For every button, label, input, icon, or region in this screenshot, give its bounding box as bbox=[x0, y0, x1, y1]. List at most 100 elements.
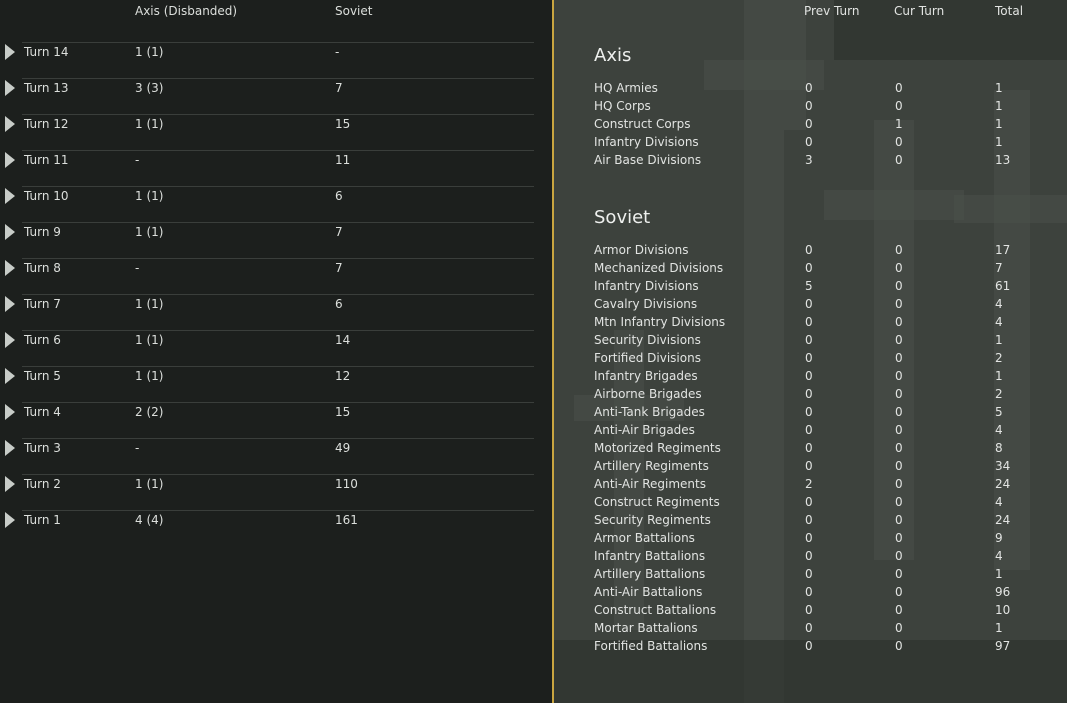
expand-arrow-icon[interactable] bbox=[5, 260, 15, 276]
unit-label: Mtn Infantry Divisions bbox=[594, 315, 726, 329]
turn-row[interactable]: Turn 2 1 (1) 110 bbox=[0, 474, 534, 510]
turn-row[interactable]: Turn 13 3 (3) 7 bbox=[0, 78, 534, 114]
turn-label: Turn 10 bbox=[24, 189, 69, 203]
unit-label: Motorized Regiments bbox=[594, 441, 721, 455]
cur-turn-value: 0 bbox=[895, 531, 903, 545]
soviet-value: 49 bbox=[335, 441, 351, 455]
expand-arrow-icon[interactable] bbox=[5, 512, 15, 528]
axis-disbanded-value: - bbox=[135, 441, 140, 455]
total-value: 97 bbox=[995, 639, 1011, 653]
total-value: 4 bbox=[995, 315, 1003, 329]
prev-turn-value: 0 bbox=[805, 261, 813, 275]
prev-turn-value: 0 bbox=[805, 297, 813, 311]
total-value: 34 bbox=[995, 459, 1011, 473]
axis-unit-row: Infantry Divisions 0 0 1 bbox=[554, 135, 1067, 153]
soviet-unit-row: Armor Battalions 0 0 9 bbox=[554, 531, 1067, 549]
total-value: 1 bbox=[995, 369, 1003, 383]
turn-row[interactable]: Turn 10 1 (1) 6 bbox=[0, 186, 534, 222]
turn-row[interactable]: Turn 5 1 (1) 12 bbox=[0, 366, 534, 402]
axis-disbanded-value: 1 (1) bbox=[135, 333, 164, 347]
turn-row[interactable]: Turn 3 - 49 bbox=[0, 438, 534, 474]
prev-turn-value: 0 bbox=[805, 135, 813, 149]
total-value: 9 bbox=[995, 531, 1003, 545]
cur-turn-value: 0 bbox=[895, 621, 903, 635]
turn-list-panel: Axis (Disbanded) Soviet Turn 14 1 (1) - Tur… bbox=[0, 4, 534, 546]
unit-label: Security Regiments bbox=[594, 513, 711, 527]
row-separator bbox=[22, 474, 534, 475]
turn-row[interactable]: Turn 9 1 (1) 7 bbox=[0, 222, 534, 258]
total-value: 17 bbox=[995, 243, 1011, 257]
cur-turn-value: 0 bbox=[895, 405, 903, 419]
expand-arrow-icon[interactable] bbox=[5, 152, 15, 168]
turn-label: Turn 9 bbox=[24, 225, 61, 239]
cur-turn-value: 0 bbox=[895, 387, 903, 401]
unit-label: Anti-Air Regiments bbox=[594, 477, 706, 491]
total-value: 24 bbox=[995, 477, 1011, 491]
expand-arrow-icon[interactable] bbox=[5, 476, 15, 492]
soviet-unit-row: Security Regiments 0 0 24 bbox=[554, 513, 1067, 531]
axis-disbanded-value: - bbox=[135, 261, 140, 275]
prev-turn-value: 0 bbox=[805, 243, 813, 257]
expand-arrow-icon[interactable] bbox=[5, 224, 15, 240]
expand-arrow-icon[interactable] bbox=[5, 332, 15, 348]
turn-row[interactable]: Turn 8 - 7 bbox=[0, 258, 534, 294]
turn-label: Turn 1 bbox=[24, 513, 61, 527]
prev-turn-value: 0 bbox=[805, 369, 813, 383]
total-value: 5 bbox=[995, 405, 1003, 419]
prev-turn-value: 0 bbox=[805, 315, 813, 329]
soviet-value: 7 bbox=[335, 261, 343, 275]
cur-turn-value: 0 bbox=[895, 549, 903, 563]
expand-arrow-icon[interactable] bbox=[5, 440, 15, 456]
turn-row[interactable]: Turn 7 1 (1) 6 bbox=[0, 294, 534, 330]
soviet-unit-row: Construct Battalions 0 0 10 bbox=[554, 603, 1067, 621]
unit-label: Infantry Brigades bbox=[594, 369, 698, 383]
soviet-value: 7 bbox=[335, 225, 343, 239]
expand-arrow-icon[interactable] bbox=[5, 404, 15, 420]
unit-label: Fortified Battalions bbox=[594, 639, 708, 653]
axis-disbanded-value: 2 (2) bbox=[135, 405, 164, 419]
expand-arrow-icon[interactable] bbox=[5, 188, 15, 204]
total-value: 1 bbox=[995, 567, 1003, 581]
total-value: 1 bbox=[995, 135, 1003, 149]
total-value: 13 bbox=[995, 153, 1011, 167]
turn-row[interactable]: Turn 14 1 (1) - bbox=[0, 42, 534, 78]
row-separator bbox=[22, 222, 534, 223]
axis-disbanded-value: - bbox=[135, 153, 140, 167]
cur-turn-value: 0 bbox=[895, 333, 903, 347]
row-separator bbox=[22, 510, 534, 511]
total-value: 8 bbox=[995, 441, 1003, 455]
turn-row[interactable]: Turn 6 1 (1) 14 bbox=[0, 330, 534, 366]
unit-label: Infantry Divisions bbox=[594, 135, 699, 149]
soviet-value: 7 bbox=[335, 81, 343, 95]
soviet-unit-row: Armor Divisions 0 0 17 bbox=[554, 243, 1067, 261]
expand-arrow-icon[interactable] bbox=[5, 80, 15, 96]
row-separator bbox=[22, 114, 534, 115]
prev-turn-value: 0 bbox=[805, 387, 813, 401]
prev-turn-value: 2 bbox=[805, 477, 813, 491]
turn-row[interactable]: Turn 4 2 (2) 15 bbox=[0, 402, 534, 438]
prev-turn-value: 0 bbox=[805, 351, 813, 365]
expand-arrow-icon[interactable] bbox=[5, 116, 15, 132]
cur-turn-value: 0 bbox=[895, 603, 903, 617]
turn-row[interactable]: Turn 1 4 (4) 161 bbox=[0, 510, 534, 546]
soviet-unit-row: Infantry Battalions 0 0 4 bbox=[554, 549, 1067, 567]
expand-arrow-icon[interactable] bbox=[5, 296, 15, 312]
prev-turn-value: 0 bbox=[805, 99, 813, 113]
soviet-unit-row: Fortified Divisions 0 0 2 bbox=[554, 351, 1067, 369]
cur-turn-value: 0 bbox=[895, 279, 903, 293]
prev-turn-value: 0 bbox=[805, 405, 813, 419]
cur-turn-value: 0 bbox=[895, 423, 903, 437]
expand-arrow-icon[interactable] bbox=[5, 44, 15, 60]
total-value: 7 bbox=[995, 261, 1003, 275]
panel-divider bbox=[552, 0, 554, 703]
cur-turn-value: 0 bbox=[895, 567, 903, 581]
total-value: 1 bbox=[995, 99, 1003, 113]
turn-row[interactable]: Turn 12 1 (1) 15 bbox=[0, 114, 534, 150]
cur-turn-value: 0 bbox=[895, 495, 903, 509]
turn-row[interactable]: Turn 11 - 11 bbox=[0, 150, 534, 186]
unit-label: Airborne Brigades bbox=[594, 387, 702, 401]
expand-arrow-icon[interactable] bbox=[5, 368, 15, 384]
axis-disbanded-value: 4 (4) bbox=[135, 513, 164, 527]
cur-turn-value: 0 bbox=[895, 297, 903, 311]
soviet-unit-row: Airborne Brigades 0 0 2 bbox=[554, 387, 1067, 405]
